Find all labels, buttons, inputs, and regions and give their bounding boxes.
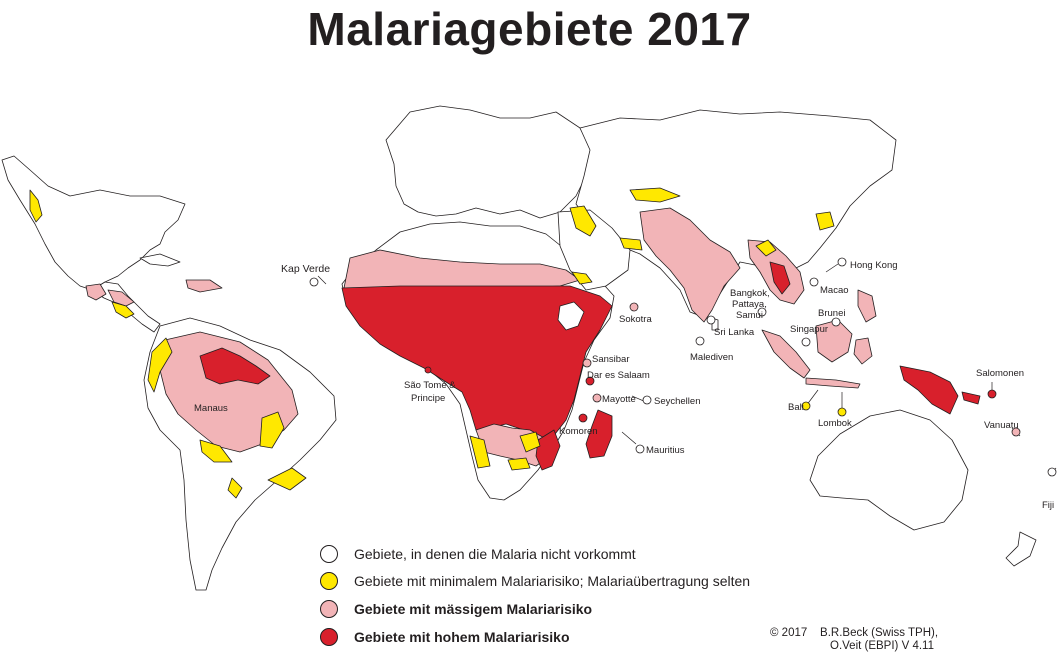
legend-swatch-minimal <box>320 572 338 590</box>
europe <box>385 105 593 219</box>
bolivia-minimal-zone <box>199 439 233 463</box>
legend-label-minimal: Gebiete mit minimalem Malariarisiko; Mal… <box>354 573 751 589</box>
label-salomonen: Salomonen <box>976 368 1024 379</box>
dar-es-salaam-dot <box>585 376 595 386</box>
guiana-high-zone <box>199 347 271 385</box>
paraguay-minimal-zone <box>267 467 307 491</box>
seychellen-dot <box>642 395 652 405</box>
mozambique-high <box>535 429 561 471</box>
sansibar-dot <box>582 358 592 368</box>
cuba <box>139 253 181 267</box>
new-guinea <box>899 365 959 415</box>
label-pattaya: Pattaya, <box>732 299 767 310</box>
legend-label-moderate: Gebiete mit mässigem Malariarisiko <box>354 601 593 617</box>
north-america <box>1 155 186 291</box>
label-manaus: Manaus <box>194 403 228 414</box>
komoren-dot <box>578 413 588 423</box>
salomonen-dot <box>987 389 997 399</box>
legend-swatch-none <box>320 545 338 563</box>
myanmar-high <box>769 261 791 295</box>
singapur-dot <box>801 337 811 347</box>
australia <box>809 409 969 531</box>
brunei-dot <box>831 317 841 327</box>
label-samui: Samui <box>736 310 763 321</box>
zimbabwe-minimal <box>519 431 541 453</box>
central-america-minimal-zone <box>111 301 135 319</box>
caribbean-moderate <box>185 279 223 293</box>
label-hong-kong: Hong Kong <box>850 260 898 271</box>
label-dar-es-salaam: Dar es Salaam <box>587 370 650 381</box>
label-sokotra: Sokotra <box>619 314 652 325</box>
lombok-dot <box>837 407 847 417</box>
china-minimal <box>815 211 835 231</box>
copyright-line-2: O.Veit (EBPI) V 4.11 <box>830 640 934 652</box>
china-south-minimal <box>755 239 777 257</box>
copyright-line-1: © 2017 B.R.Beck (Swiss TPH), <box>770 627 939 639</box>
label-brunei: Brunei <box>818 308 845 319</box>
fiji-dot <box>1047 467 1057 477</box>
sumatra <box>761 329 811 379</box>
sokotra-dot <box>629 302 639 312</box>
south-asia-moderate <box>639 207 741 323</box>
kap-verde-dot <box>309 277 319 287</box>
brazil-minimal-zone <box>259 411 285 449</box>
label-bangkok: Bangkok, <box>730 288 770 299</box>
label-seychellen: Seychellen <box>654 396 700 407</box>
label-vanuatu: Vanuatu <box>984 420 1019 431</box>
label-lombok: Lombok <box>818 418 852 429</box>
sulawesi <box>853 337 873 365</box>
label-singapur: Singapur <box>790 324 828 335</box>
legend-label-none: Gebiete, in denen die Malaria nicht vork… <box>354 546 636 562</box>
mexico-minimal-zone <box>29 189 43 223</box>
label-mauritius: Mauritius <box>646 445 685 456</box>
namibia-minimal <box>469 435 491 469</box>
mayotte-dot <box>592 393 602 403</box>
label-principe: Principe <box>411 393 445 404</box>
sao-tome-dot <box>424 366 432 374</box>
sri-lanka-dot <box>706 315 716 325</box>
new-zealand <box>1005 531 1037 567</box>
map-title: Malariagebiete 2017 <box>307 3 752 55</box>
mexico-moderate-zone <box>85 283 107 301</box>
java-islands <box>805 377 861 389</box>
label-fiji: Fiji <box>1042 500 1054 511</box>
bali-dot <box>801 401 811 411</box>
label-sansibar: Sansibar <box>592 354 630 365</box>
label-komoren: Komoren <box>559 426 598 437</box>
malediven-dot <box>695 336 705 346</box>
legend-swatch-moderate <box>320 600 338 618</box>
botswana-minimal <box>507 457 531 471</box>
label-bali: Bali <box>788 402 804 413</box>
ethiopia-white <box>557 301 585 331</box>
label-malediven: Malediven <box>690 352 733 363</box>
arabian-peninsula <box>557 209 631 291</box>
solomon-islands <box>961 391 981 405</box>
andes-minimal-zone <box>147 337 173 393</box>
philippines <box>857 289 877 323</box>
hong-kong-dot <box>837 257 847 267</box>
central-america-moderate-zone <box>107 289 135 307</box>
iran-minimal-zone <box>619 237 643 251</box>
arabia-minimal-zone <box>569 205 597 237</box>
argentina-minimal-zone <box>227 477 243 499</box>
caucasus-minimal-zone <box>629 187 681 203</box>
vanuatu-dot <box>1011 427 1021 437</box>
legend-swatch-high <box>320 628 338 646</box>
legend-label-high: Gebiete mit hohem Malariarisiko <box>354 629 570 645</box>
madagascar <box>585 409 613 459</box>
label-sri-lanka: Sri Lanka <box>714 327 755 338</box>
macao-dot <box>809 277 819 287</box>
label-sao-tome: São Tomé & <box>404 380 456 391</box>
yemen-minimal-zone <box>571 271 593 285</box>
mauritius-dot <box>635 444 645 454</box>
label-macao: Macao <box>820 285 849 296</box>
label-mayotte: Mayotte <box>602 394 636 405</box>
label-kap-verde: Kap Verde <box>281 263 330 275</box>
bangkok-dot <box>757 307 767 317</box>
